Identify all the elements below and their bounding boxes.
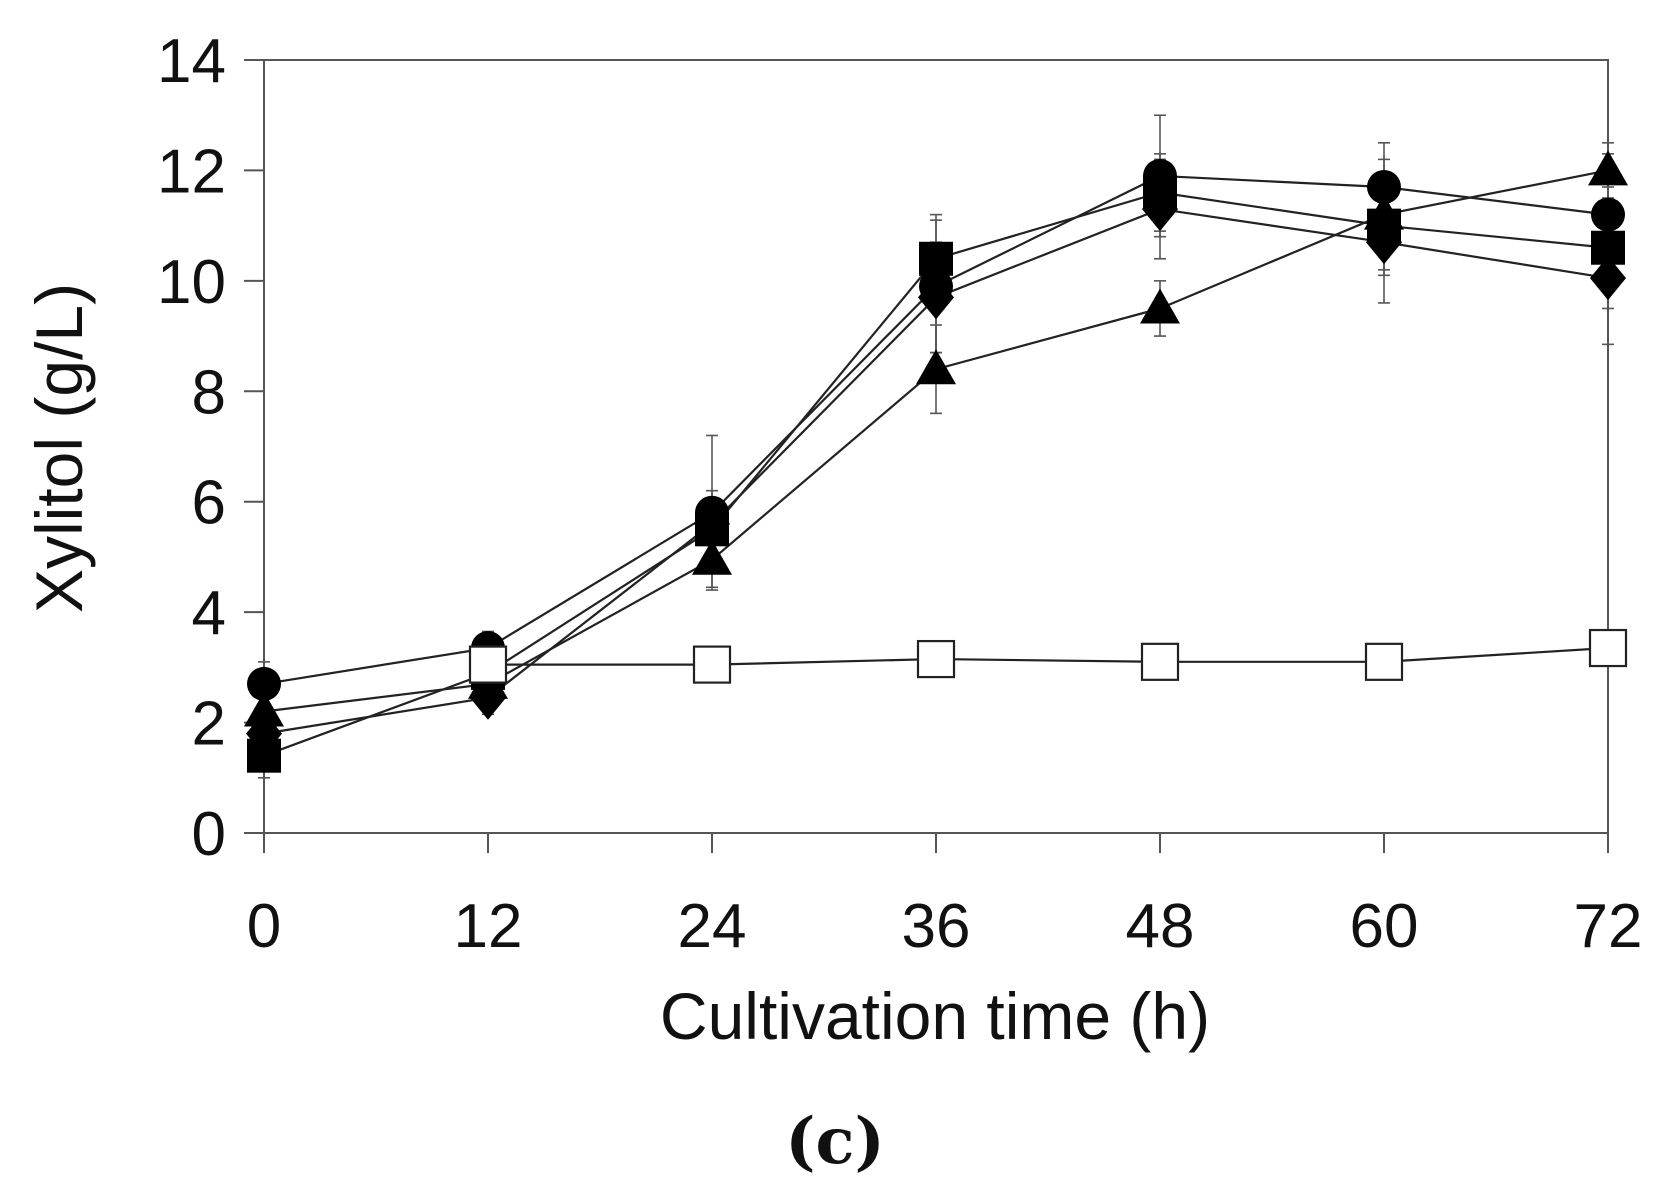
plot-frame — [263, 59, 1609, 834]
y-tick-label: 14 — [157, 27, 226, 96]
data-point-diamond — [1590, 256, 1626, 301]
y-tick-label: 12 — [157, 137, 226, 206]
data-point-triangle — [1588, 150, 1628, 186]
data-point-triangle — [1364, 194, 1404, 230]
data-point-circle — [1367, 169, 1401, 204]
y-axis-title: Xylitol (g/L) — [22, 283, 96, 613]
data-point-diamond — [1366, 220, 1402, 265]
x-axis-ticks: 0 12 24 36 48 60 72 — [247, 833, 1643, 961]
x-tick-label: 24 — [678, 892, 747, 961]
data-point-open-square — [692, 645, 732, 684]
data-point-open-square — [1140, 642, 1180, 681]
x-tick-label: 36 — [902, 892, 971, 961]
y-tick-label: 4 — [192, 579, 226, 648]
data-point-diamond — [694, 501, 730, 546]
x-axis-title: Cultivation time (h) — [660, 979, 1210, 1053]
y-tick-label: 0 — [192, 800, 226, 869]
y-tick-label: 10 — [157, 248, 226, 317]
data-point-triangle — [1140, 288, 1180, 324]
panel-label: (c) — [785, 1104, 885, 1179]
data-point-triangle — [244, 691, 284, 727]
y-axis-ticks: 0 2 4 6 8 10 12 14 — [157, 27, 264, 869]
data-point-square — [919, 241, 953, 276]
y-tick-label: 8 — [192, 358, 226, 427]
y-tick-label: 6 — [192, 469, 226, 538]
data-point-circle — [247, 666, 281, 701]
data-point-triangle — [692, 539, 732, 575]
data-point-open-square — [916, 639, 956, 679]
data-point-open-square — [1364, 642, 1404, 681]
axes — [263, 59, 1609, 834]
series-markers — [244, 150, 1628, 773]
x-tick-label: 12 — [454, 892, 523, 961]
x-tick-label: 0 — [247, 892, 281, 961]
x-tick-label: 60 — [1350, 892, 1419, 961]
x-tick-label: 48 — [1126, 892, 1195, 961]
data-point-circle — [1591, 197, 1625, 232]
data-point-diamond — [918, 275, 954, 320]
error-bars — [258, 114, 1614, 779]
y-tick-label: 2 — [192, 690, 226, 759]
data-point-diamond — [1142, 187, 1178, 232]
x-tick-label: 72 — [1574, 892, 1643, 961]
data-point-triangle — [916, 349, 956, 385]
data-point-open-square — [1588, 628, 1628, 668]
series-line-open-square — [488, 646, 1609, 666]
data-point-open-square — [468, 645, 508, 684]
